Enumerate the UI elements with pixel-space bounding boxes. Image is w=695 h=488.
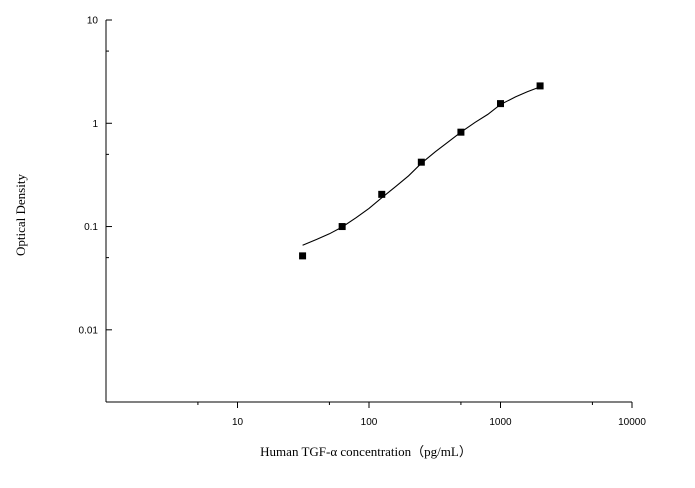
x-axis-title: Human TGF-α concentration（pg/mL） — [260, 444, 472, 459]
y-tick-label: 0.1 — [84, 222, 98, 233]
data-point-marker — [457, 128, 465, 136]
data-point-marker — [338, 223, 346, 231]
x-tick-label: 10000 — [618, 417, 646, 428]
data-points — [299, 82, 544, 260]
y-tick-label: 0.01 — [79, 325, 99, 336]
x-tick-label: 100 — [361, 417, 378, 428]
data-point-marker — [417, 158, 425, 166]
ticks: 10 1 0.1 0.01 10 100 1000 10000 — [79, 16, 647, 429]
y-tick-label: 1 — [92, 119, 98, 130]
x-tick-label: 1000 — [489, 417, 512, 428]
y-axis-title: Optical Density — [13, 174, 28, 256]
x-tick-label: 10 — [232, 417, 244, 428]
data-point-marker — [497, 100, 504, 108]
data-point-marker — [378, 190, 386, 198]
data-point-marker — [299, 252, 307, 260]
data-point-marker — [536, 82, 544, 90]
y-tick-label: 10 — [87, 16, 99, 27]
